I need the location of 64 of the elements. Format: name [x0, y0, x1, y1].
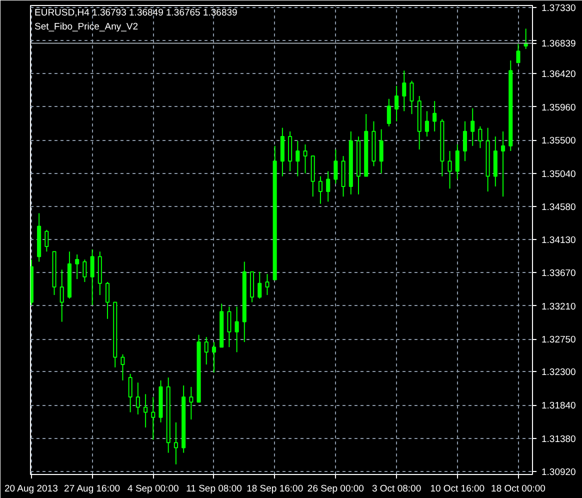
- y-tick-label: 1.34130: [542, 234, 576, 246]
- candlestick: [386, 98, 391, 127]
- candlestick: [60, 269, 64, 322]
- candlestick: [265, 274, 270, 296]
- candlestick: [470, 108, 475, 146]
- candlestick: [174, 422, 178, 465]
- y-tick-label: 1.31380: [542, 434, 576, 445]
- y-tick-label: 1.34580: [542, 202, 576, 214]
- y-tick-label: 1.36420: [542, 69, 576, 80]
- candlestick: [394, 85, 399, 122]
- candlestick: [75, 254, 80, 280]
- x-tick-label: 26 Sep 00:00: [307, 484, 364, 494]
- ref-line-label: 1.36839: [542, 38, 576, 50]
- candlestick: [318, 176, 322, 204]
- candlestick: [432, 100, 437, 132]
- y-tick-label: 1.35500: [542, 136, 576, 147]
- candlestick: [105, 281, 110, 320]
- candlestick: [379, 128, 384, 174]
- candlestick: [90, 248, 94, 306]
- y-tick-label: 1.31840: [542, 400, 576, 412]
- chart-title: EURUSD,H4 1.36793 1.36849 1.36765 1.36839: [34, 8, 238, 18]
- x-tick-label: 20 Aug 2013: [4, 484, 58, 494]
- candlestick: [136, 382, 140, 415]
- candlestick: [189, 386, 194, 420]
- candlestick: [448, 150, 452, 190]
- candlestick: [462, 120, 468, 162]
- y-tick-label: 1.33670: [542, 268, 576, 280]
- candlestick: [296, 140, 300, 177]
- candlestick: [334, 149, 338, 184]
- y-tick-label: 1.32300: [542, 367, 576, 378]
- candlestick: [303, 144, 308, 174]
- candlestick: [455, 144, 460, 180]
- candlestick: [234, 306, 239, 353]
- candlestick: [212, 342, 216, 373]
- candlestick: [227, 306, 232, 348]
- x-tick-label: 4 Sep 00:00: [128, 484, 179, 494]
- candlestick: [82, 259, 87, 282]
- candlestick: [326, 170, 330, 202]
- candlestick: [204, 336, 208, 365]
- x-tick-label: 27 Aug 16:00: [64, 484, 120, 494]
- candlestick: [144, 394, 148, 428]
- y-tick-label: 1.35040: [542, 168, 576, 180]
- y-tick-label: 1.35960: [542, 102, 576, 114]
- candlestick: [151, 396, 156, 440]
- y-tick-label: 1.32750: [542, 334, 576, 346]
- candlestick: [516, 43, 520, 64]
- y-tick-label: 1.37330: [542, 3, 576, 14]
- text: Set_Fibo_Price_Any_V2: [34, 22, 138, 32]
- candlestick: [128, 373, 132, 413]
- candlestick: [410, 80, 414, 115]
- x-tick-label: 18 Oct 00:00: [491, 484, 546, 494]
- candlestick: [120, 354, 125, 381]
- x-tick-label: 10 Oct 16:00: [430, 484, 485, 494]
- candlestick: [424, 110, 429, 137]
- candlestick: [258, 271, 262, 300]
- x-tick-label: 3 Oct 08:00: [372, 484, 422, 494]
- candlestick: [44, 229, 49, 252]
- candlestick: [478, 126, 482, 149]
- candlestick: [402, 70, 406, 112]
- y-tick-label: 1.33210: [542, 301, 576, 312]
- y-tick-label: 1.30920: [542, 467, 576, 478]
- x-tick-label: 11 Sep 08:00: [186, 484, 242, 494]
- x-tick-label: 18 Sep 16:00: [246, 484, 304, 494]
- candlestick: [501, 130, 506, 198]
